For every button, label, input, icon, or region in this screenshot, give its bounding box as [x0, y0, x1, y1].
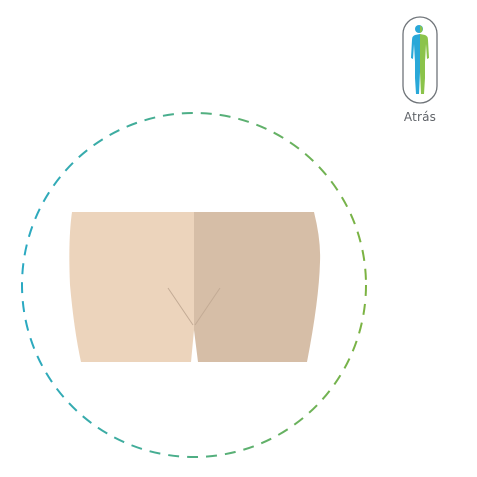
back-button[interactable]: Atrás: [394, 14, 454, 129]
right-buttock[interactable]: [194, 212, 321, 362]
buttocks-illustration[interactable]: [69, 212, 321, 362]
gluteal-fold-right: [194, 287, 221, 326]
region-ring: [21, 112, 367, 458]
gluteal-fold-left: [167, 287, 194, 326]
back-button-label: Atrás: [403, 110, 437, 124]
left-buttock[interactable]: [69, 212, 194, 362]
body-front-back-icon: [402, 16, 438, 104]
